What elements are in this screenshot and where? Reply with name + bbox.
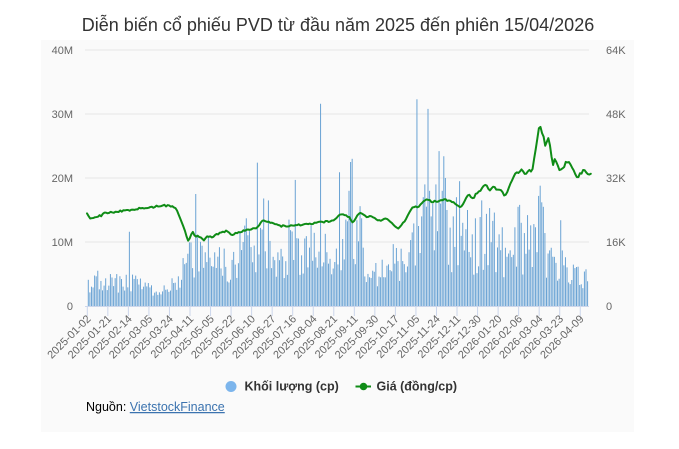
svg-text:Giá (đồng/cp): Giá (đồng/cp) — [377, 380, 458, 394]
svg-text:30M: 30M — [52, 109, 73, 121]
svg-text:0: 0 — [67, 301, 73, 313]
svg-text:64K: 64K — [606, 45, 626, 57]
svg-text:0: 0 — [606, 301, 612, 313]
svg-text:Khối lượng (cp): Khối lượng (cp) — [245, 380, 339, 394]
svg-text:Nguồn: VietstockFinance: Nguồn: VietstockFinance — [86, 400, 225, 414]
svg-text:48K: 48K — [606, 109, 626, 121]
svg-text:40M: 40M — [52, 45, 73, 57]
svg-text:32K: 32K — [606, 173, 626, 185]
svg-text:Diễn biến cổ phiếu PVD từ đầu: Diễn biến cổ phiếu PVD từ đầu năm 2025 đ… — [82, 14, 594, 35]
svg-text:10M: 10M — [52, 237, 73, 249]
svg-text:20M: 20M — [52, 173, 73, 185]
svg-text:16K: 16K — [606, 237, 626, 249]
